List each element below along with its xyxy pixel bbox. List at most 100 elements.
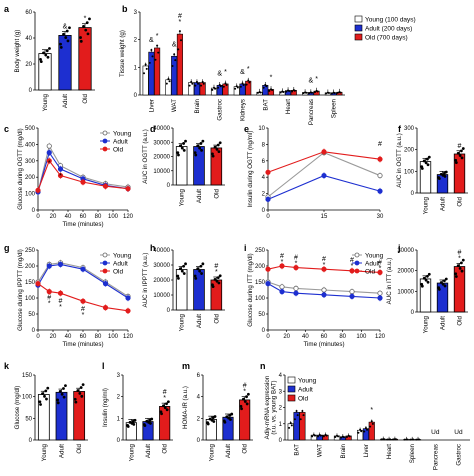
data-point (341, 435, 344, 438)
data-point (322, 435, 325, 438)
data-point (202, 82, 205, 85)
data-point (211, 154, 215, 158)
data-point (218, 83, 221, 86)
x-tick-label: Old (457, 196, 464, 206)
panel-letter: j (397, 243, 401, 253)
panel-m: m 0 2 4 6 HOMA-IR (a.u.) Young Adult # * Old (182, 361, 253, 461)
y-tick-label: 6 (197, 373, 201, 379)
x-tick-label: 60 (321, 334, 328, 340)
data-point (324, 433, 327, 436)
data-point (222, 85, 225, 88)
label-line: Adiy-mRNA expression (264, 375, 271, 439)
significance-mark: & (217, 70, 222, 77)
legend-label: Old (298, 396, 309, 403)
x-tick-label: Old (213, 188, 220, 198)
data-point (39, 58, 42, 61)
x-tick-label: WAT (171, 99, 178, 112)
data-point (242, 84, 245, 87)
data-point-adult (57, 166, 64, 172)
y-axis-label: Adiy-mRNA expression(r.u. vs. young BAT) (264, 375, 278, 439)
y-tick-label: 100 (255, 296, 266, 302)
data-point (242, 397, 245, 401)
label-line: # (294, 255, 298, 262)
panel-letter: n (260, 361, 266, 371)
data-point (85, 21, 89, 25)
data-point (215, 148, 219, 151)
data-point (45, 49, 49, 53)
data-point (245, 395, 248, 399)
panel-h: h 0 10000 20000 30000 40000 AUC in IPPTT (a.u.… (142, 243, 225, 331)
data-point (200, 84, 203, 87)
data-point (80, 394, 84, 398)
data-point (211, 88, 214, 91)
series-line-adult (267, 174, 381, 200)
significance-mark: # * (178, 13, 182, 26)
bar-kidneys-old (245, 80, 252, 96)
data-point-old (46, 158, 52, 164)
data-point (289, 421, 292, 424)
data-point (380, 438, 383, 441)
data-point (68, 26, 71, 30)
y-tick-label: 200 (25, 264, 36, 270)
x-tick-label: BAT (262, 99, 269, 111)
data-point (180, 269, 184, 273)
data-point (176, 274, 180, 278)
data-point (364, 427, 367, 430)
data-point (311, 435, 314, 438)
y-tick-label: 0 (279, 438, 283, 444)
data-point-young (377, 172, 383, 179)
data-point (210, 418, 214, 422)
panel-letter: a (4, 4, 10, 14)
data-point (191, 82, 194, 85)
data-point-old (35, 280, 41, 287)
x-axis-label: Time (minutes) (62, 221, 103, 228)
y-tick-label: 0 (167, 183, 171, 189)
data-point (178, 144, 182, 148)
x-tick-label: Young (423, 196, 430, 214)
data-point (442, 171, 446, 175)
data-point (247, 79, 250, 82)
data-point (182, 142, 186, 145)
data-point (182, 148, 186, 152)
legend-marker (102, 260, 108, 266)
data-point (215, 279, 219, 283)
data-point (304, 91, 307, 94)
y-tick-label: 2 (197, 416, 201, 422)
data-point (461, 147, 465, 150)
significance-mark: * (59, 173, 62, 180)
label-line: * (281, 259, 284, 266)
label-line: # (378, 259, 382, 266)
data-point (293, 418, 296, 421)
x-tick-label: 60 (80, 334, 87, 340)
y-tick-label: 100 (25, 296, 36, 302)
data-point (79, 386, 83, 389)
data-point (176, 151, 180, 155)
y-axis-label: Glucose during IPPTT (mg/dl) (17, 249, 24, 331)
data-point (196, 267, 200, 271)
data-point-adult (265, 196, 271, 202)
data-point (86, 32, 90, 36)
significance-mark: # * (243, 383, 247, 396)
label-line: * (48, 301, 51, 308)
data-point (442, 279, 446, 283)
data-point (201, 80, 204, 83)
data-point (345, 435, 348, 438)
y-axis-label: AUC in OGTT (a.u.) (396, 133, 403, 188)
data-point (151, 55, 154, 58)
label-line: # (214, 263, 218, 270)
y-tick-label: 2 (262, 192, 266, 198)
data-point (422, 159, 426, 163)
y-tick-label: 300 (404, 126, 415, 132)
y-tick-label: 100 (22, 395, 33, 401)
data-point (315, 89, 318, 92)
data-point (239, 85, 242, 88)
bar-liver-old (368, 421, 375, 441)
data-point (393, 438, 396, 441)
x-tick-label: Old (76, 443, 83, 453)
data-point (366, 428, 369, 431)
data-point (178, 267, 182, 271)
data-point (363, 430, 366, 433)
x-tick-label: 20 (50, 334, 57, 340)
panel-letter: h (150, 243, 156, 253)
